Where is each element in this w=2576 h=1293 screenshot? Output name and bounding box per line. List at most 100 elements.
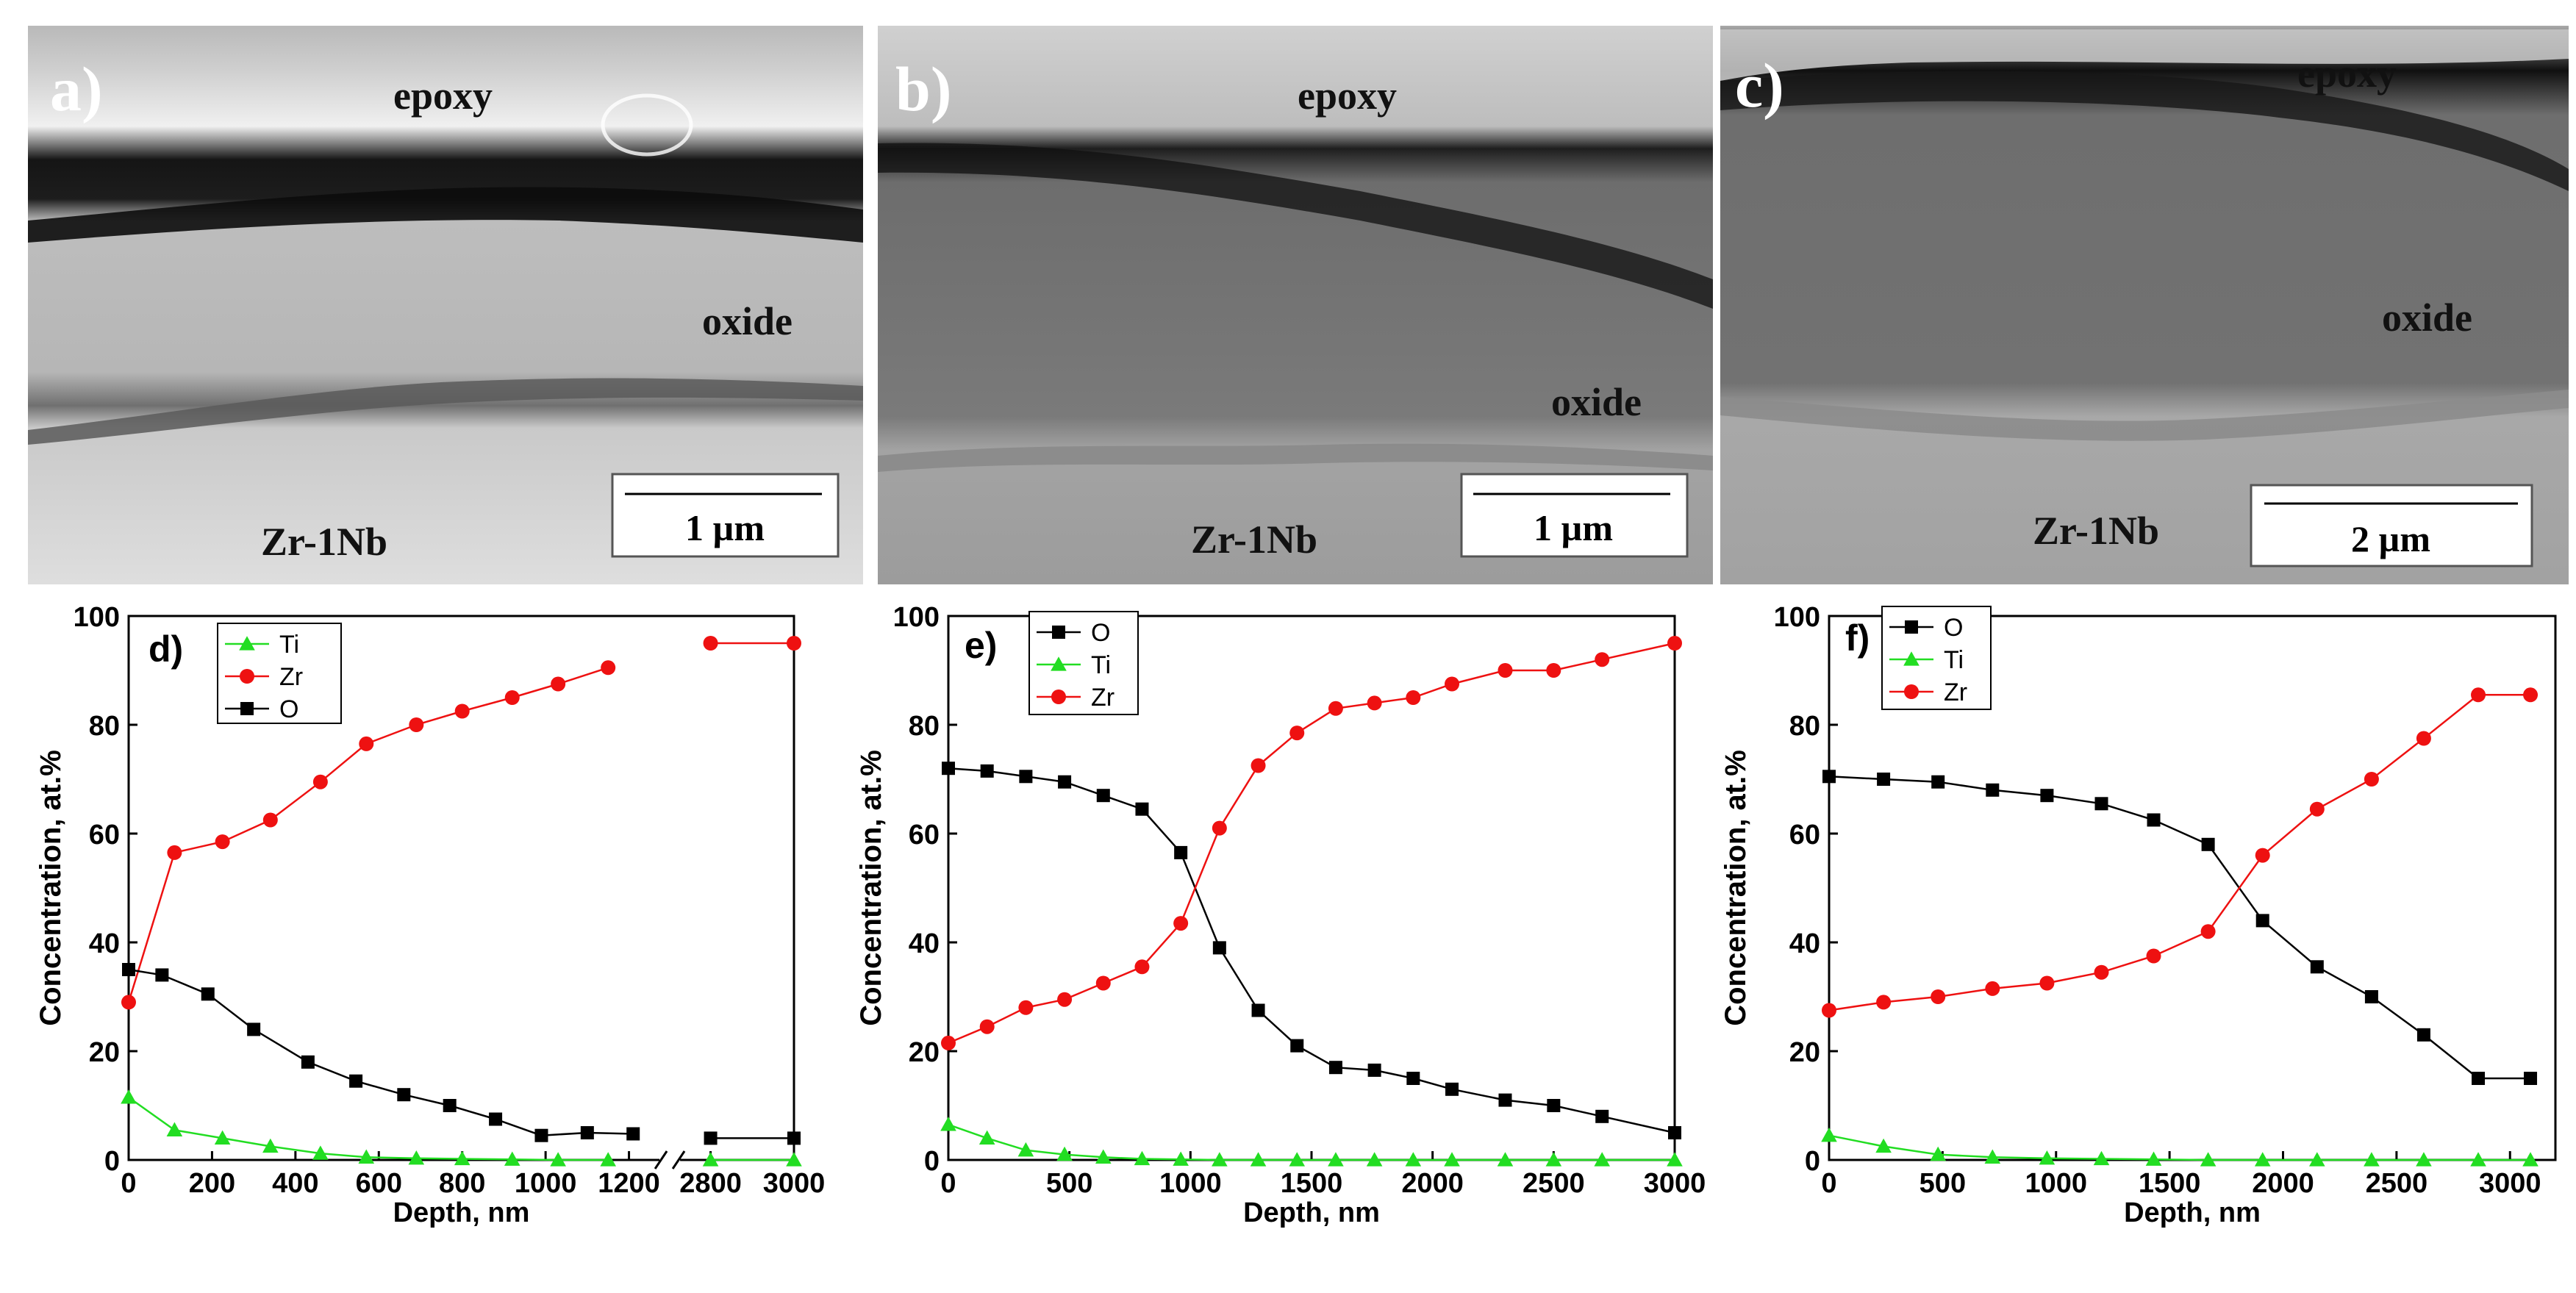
x-tick-label-e-2000: 2000 [1401,1168,1464,1199]
data-point-d-o-12 [704,1131,718,1145]
y-tick-label-f-20: 20 [1789,1037,1820,1068]
x-tick-label-d-1200: 1200 [598,1168,660,1199]
data-point-d-zr-6 [409,717,424,732]
data-point-d-zr-1 [167,845,182,860]
data-point-e-o-13 [1445,1082,1459,1096]
data-point-d-o-3 [247,1022,261,1036]
y-tick-label-d-40: 40 [89,928,120,959]
data-point-e-ti-1 [978,1130,995,1145]
scale-text-a: 1 µm [685,507,765,548]
x-axis-title-e: Depth, nm [1243,1197,1380,1228]
series-line-d-ti-left [128,1096,609,1161]
y-axis-title-e: Concentration, at.% [855,750,887,1026]
data-point-f-ti-2 [1930,1146,1946,1161]
data-point-e-ti-6 [1173,1151,1189,1166]
substrate-label-c: Zr-1Nb [2033,509,2159,553]
scale-text-c: 2 µm [2351,518,2430,559]
data-point-d-o-0 [122,963,135,976]
data-point-d-o-2 [201,987,215,1001]
x-tick-label-f-1500: 1500 [2139,1168,2201,1199]
data-point-d-ti-2 [214,1130,231,1145]
data-point-e-zr-8 [1251,758,1266,773]
data-point-d-zr-9 [551,676,566,692]
data-point-d-o-1 [155,968,169,982]
data-point-f-ti-12 [2470,1152,2486,1167]
data-point-f-o-7 [2201,837,2215,851]
data-point-f-zr-7 [2200,924,2216,939]
data-point-f-o-5 [2094,797,2108,811]
epoxy-label-a: epoxy [393,74,493,118]
data-point-f-zr-4 [2039,975,2055,991]
sem-gap-a [28,187,863,243]
sem-gap-b [878,143,1713,309]
data-point-d-ti-0 [121,1089,137,1104]
x-tick-label-f-500: 500 [1920,1168,1966,1199]
data-point-e-zr-14 [1498,663,1513,678]
x-axis-title-f: Depth, nm [2124,1197,2261,1228]
series-line-f-o [1828,776,2531,1080]
data-point-f-o-11 [2416,1028,2430,1042]
data-point-e-o-14 [1498,1093,1512,1107]
data-point-f-zr-1 [1876,995,1892,1010]
data-point-f-o-4 [2040,789,2054,803]
y-tick-label-f-0: 0 [1805,1146,1820,1177]
legend-box-d [217,623,342,724]
sem-interface-c [1720,390,2569,441]
data-point-d-o-6 [397,1088,411,1102]
data-point-e-zr-5 [1134,959,1150,975]
data-point-e-zr-0 [941,1035,956,1050]
data-point-d-o-7 [443,1099,457,1112]
panel-letter-e: e) [965,625,997,666]
scale-bar-b: 1 µm [1460,473,1689,558]
panel-letter-d: d) [149,628,183,670]
legend-box-f [1881,606,1992,710]
x-tick-label-e-0: 0 [940,1168,956,1199]
data-point-f-zr-0 [1822,1003,1836,1018]
data-point-e-ti-8 [1250,1152,1267,1167]
data-point-f-zr-6 [2146,948,2161,964]
data-point-f-ti-3 [1984,1149,2001,1164]
data-point-d-zr-2 [215,834,230,850]
data-point-e-ti-13 [1444,1152,1460,1167]
series-line-d-zr-left [127,667,609,1003]
y-tick-label-d-60: 60 [89,820,120,850]
data-point-d-zr-0 [121,995,136,1010]
sem-panel-b: b) epoxy oxide Zr-1Nb 1 µm [878,26,1713,584]
data-point-f-zr-9 [2309,801,2325,817]
legend-marker-d-zr [240,669,254,684]
series-line-f-zr [1828,694,2531,1011]
data-point-f-o-2 [1931,775,1945,789]
y-tick-label-d-20: 20 [89,1037,120,1068]
oxide-label-b: oxide [1551,380,1642,424]
y-tick-label-e-100: 100 [893,602,940,633]
x-tick-label-d-800: 800 [439,1168,485,1199]
data-point-e-zr-6 [1173,916,1189,931]
sem-particle-a [601,93,693,157]
data-point-f-o-9 [2310,960,2324,974]
data-point-e-o-1 [980,764,994,778]
legend-marker-f-o [1905,620,1918,634]
data-point-f-ti-9 [2309,1152,2325,1167]
series-line-e-ti [948,1123,1675,1161]
data-point-f-ti-1 [1875,1138,1892,1153]
panel-letter-f: f) [1845,617,1870,659]
data-point-f-o-10 [2364,990,2378,1003]
data-point-e-o-4 [1096,789,1110,803]
data-point-f-ti-10 [2364,1152,2380,1167]
data-point-e-ti-7 [1212,1152,1228,1167]
data-point-e-ti-10 [1328,1152,1344,1167]
data-point-d-o-13 [787,1131,801,1145]
x-tick-label-e-1500: 1500 [1281,1168,1343,1199]
data-point-e-o-6 [1174,845,1188,859]
scale-text-b: 1 µm [1534,507,1613,548]
x-tick-label-f-1000: 1000 [2025,1168,2087,1199]
data-point-e-o-2 [1019,770,1033,784]
data-point-d-ti-7 [454,1150,471,1166]
x-tick-label-d-0: 0 [121,1168,136,1199]
data-point-f-o-12 [2472,1072,2486,1085]
oxide-label-a: oxide [702,299,793,343]
data-point-f-ti-7 [2200,1152,2217,1167]
data-point-f-zr-10 [2364,772,2379,787]
axis-break-mark-d-1 [654,1150,668,1170]
